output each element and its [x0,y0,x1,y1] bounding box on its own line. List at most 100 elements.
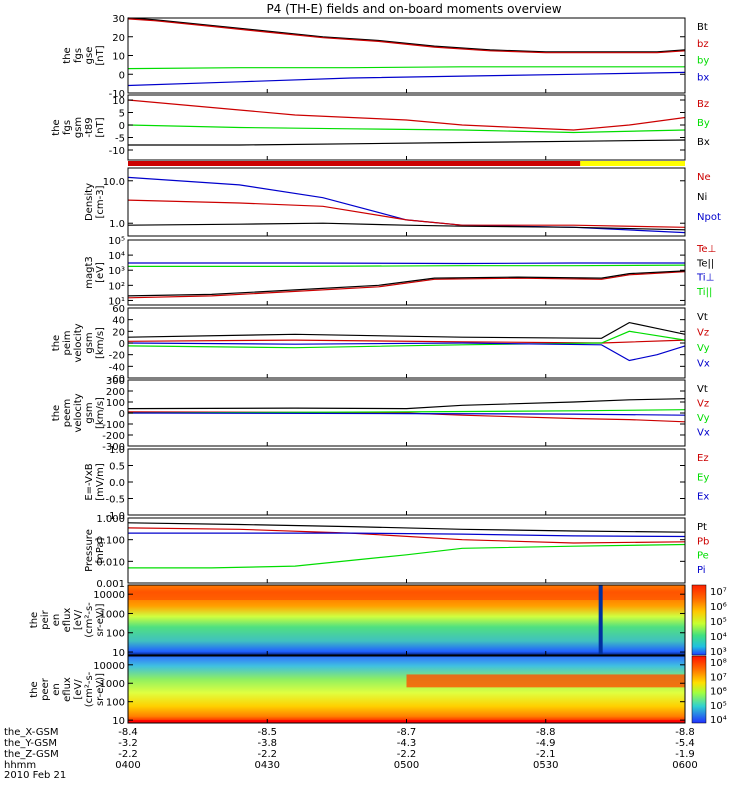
legend-Vt: Vt [697,384,708,395]
x-tick-label: 0530 [533,760,558,771]
x-tick-label: -8.8 [675,727,695,738]
panels: 3020100-10thefgsgse[nT]Btbzbybx1050-5-10… [29,14,727,727]
mode-bar-slow [128,161,581,166]
legend-Vz: Vz [697,328,709,339]
x-row-label: hhmm [4,760,36,771]
colorbar-tick-label: 10⁶ [710,687,727,698]
y-tick-label: 0 [119,409,125,420]
series-Pe [128,543,686,569]
x-row-label: the_Z-GSM [4,749,59,760]
y-axis-label: thepeimvelocitygsm[km/s] [51,323,106,362]
legend-Vx: Vx [697,428,710,439]
x-tick-label: 0500 [394,760,419,771]
x-axis-labels: the_X-GSM -8.4 -8.5 -8.7 -8.8 -8.8 the_Y-GSM -3… [4,727,698,771]
legend-bx: bx [697,72,709,83]
x-tick-label: 0600 [672,760,697,771]
y-tick-label: 100 [106,398,125,409]
y-tick-label: 1000 [100,679,125,690]
colorbar-tick-label: 10⁴ [710,715,727,726]
y-tick-label: 10⁵ [108,236,125,247]
panel-frame [127,17,686,94]
y-tick-label: 200 [106,387,125,398]
series-Vy [127,409,686,414]
x-tick-label: -2.2 [397,749,417,760]
y-axis-label: Density[cm-3] [84,183,106,221]
y-tick-label: 1000 [100,609,125,620]
x-tick-label: -8.8 [536,727,556,738]
legend-Vy: Vy [697,413,710,424]
y-tick-label: 10 [112,648,125,659]
x-tick-label: -4.3 [397,738,417,749]
series-Ti|| [128,264,686,267]
series-Ni [127,222,686,231]
legend-Pb: Pb [697,536,709,547]
series-Bx [128,139,686,146]
series-Pb [127,527,686,544]
legend-Ti⊥: Ti⊥ [696,273,714,284]
legend-Ey: Ey [697,472,709,483]
y-tick-label: 20 [112,327,125,338]
series-Pi [128,532,686,538]
x-tick-label: -4.9 [536,738,556,749]
colorbar-tick-label: 10⁷ [710,672,727,683]
panel-p1: 30 20 10 0 -10 thefgsgse[nT] Bt bz by bx [62,14,709,100]
x-row-label: the_X-GSM [4,727,58,738]
colorbar-tick-label: 10⁷ [710,587,727,598]
legend-Vy: Vy [697,343,710,354]
y-tick-label: 20 [112,33,125,44]
x-tick-label: -3.8 [257,738,277,749]
y-tick-label: 10⁴ [108,251,125,262]
panel-p8: 1.000 0.100 0.010 0.001 Pressure[nPa] Pt Pb Pe P… [84,514,709,590]
y-tick-label: 10¹ [108,296,125,307]
series-by [127,66,685,70]
y-axis-label: E=-VxB[mV/m] [84,463,106,501]
y-tick-label: -40 [109,362,125,373]
colorbar-tick-label: 10⁶ [710,602,727,613]
y-tick-label: -10 [109,89,125,100]
colorbar-tick-label: 10³ [710,647,727,658]
panel-p9: 10⁷ 10⁶ 10⁵ 10⁴ 10³ 10000 1000 100 10 thepeirenef… [29,584,727,659]
series-Ne [127,199,686,228]
colorbar-tick-label: 10⁵ [710,701,727,712]
series-Ti⊥ [128,262,685,265]
y-tick-label: -200 [102,431,125,442]
y-tick-label: 0.5 [109,462,125,473]
series-Te⊥ [127,271,686,299]
legend-By: By [697,118,710,129]
series-Vx [127,342,686,362]
x-tick-label: -8.5 [257,727,277,738]
legend-Ti||: Ti|| [696,287,712,298]
legend-Te||: Te|| [696,258,714,269]
y-tick-label: 1.0 [109,445,125,456]
legend-bz: bz [697,39,709,50]
series-bz [127,18,686,54]
panel-p7: 1.0 0.5 0.0 -0.5 -1.0 E=-VxB[mV/m] Ez Ey Ex [84,445,709,522]
y-tick-label: 5 [119,109,125,120]
y-tick-label: 0.010 [96,557,125,568]
x-tick-label: -2.2 [257,749,277,760]
y-tick-label: 10.0 [103,177,125,188]
y-tick-label: 1.0 [109,219,125,230]
y-tick-label: 10000 [93,661,125,672]
legend-Pi: Pi [697,565,706,576]
legend-Bx: Bx [697,137,710,148]
y-tick-label: 0.001 [96,579,125,590]
series-Te|| [127,270,686,297]
y-tick-label: 1.000 [96,514,125,525]
panel-p10: 10⁸ 10⁷ 10⁶ 10⁵ 10⁴ 10000 1000 100 10 thepeerenef… [29,655,727,727]
y-tick-label: 0 [119,339,125,350]
legend-Pe: Pe [697,551,709,562]
y-axis-label: thefgsgse[nT] [62,45,106,65]
y-tick-label: 60 [112,304,125,315]
colorbar-p9 [691,584,707,656]
spectrogram-p10 [128,656,685,723]
ion-high-band [128,585,685,600]
y-axis-label: thepeemvelocitygsm[km/s] [51,393,106,432]
y-tick-label: 0.0 [109,478,125,489]
x-tick-label: -8.7 [397,727,417,738]
legend-Te⊥: Te⊥ [696,244,716,255]
